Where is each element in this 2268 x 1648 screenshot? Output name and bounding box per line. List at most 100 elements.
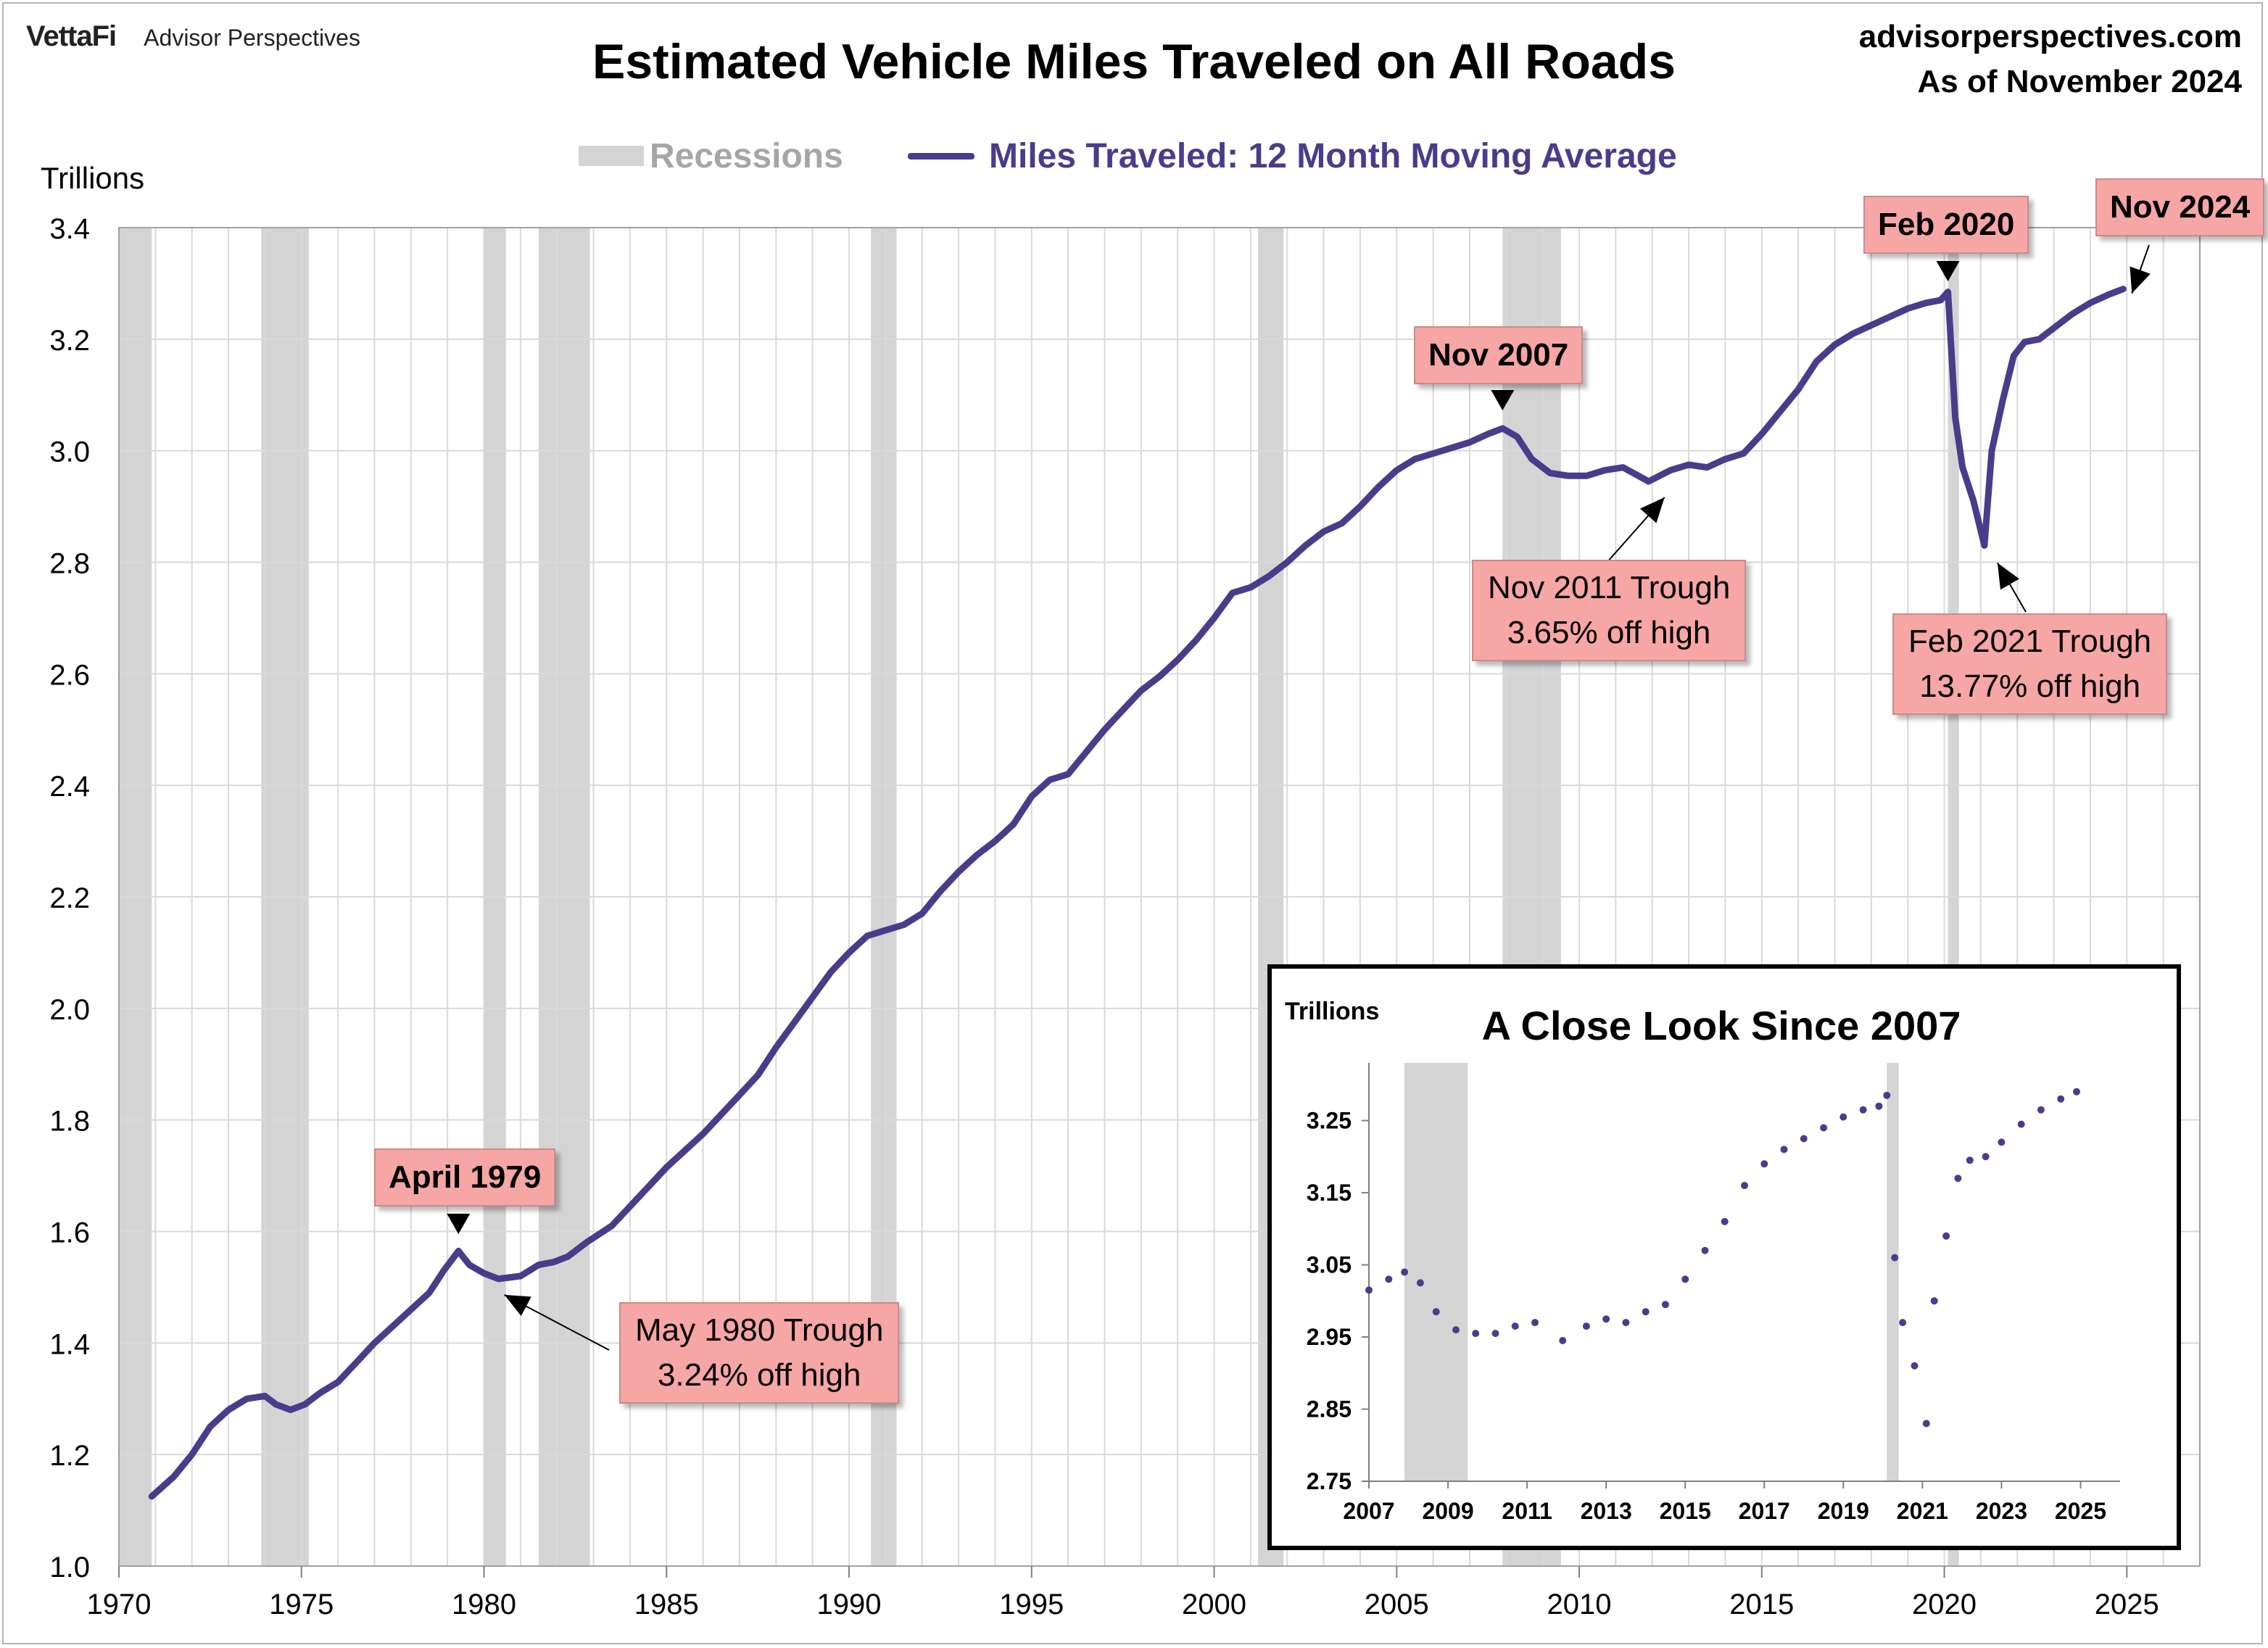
arrow-nov-2007: [1491, 390, 1515, 410]
callout-feb-2021-trough: Feb 2021 Trough 13.77% off high: [1892, 613, 2168, 715]
x-tick-label: 1985: [634, 1589, 699, 1620]
series-line: [148, 286, 2127, 1500]
callout-feb-2021-line1: Feb 2021 Trough: [1908, 624, 2152, 659]
inset-data-point: [1432, 1308, 1440, 1316]
inset-x-tick-label: 2021: [1897, 1498, 1948, 1524]
inset-x-tick-label: 2023: [1976, 1498, 2027, 1524]
y-tick-label: 1.0: [49, 1552, 90, 1583]
legend-series-swatch: [908, 153, 974, 160]
callout-nov-2011-line2: 3.65% off high: [1507, 615, 1711, 650]
inset-x-tick-label: 2019: [1818, 1498, 1869, 1524]
inset-data-point: [1760, 1160, 1768, 1168]
callout-feb-2021-line2: 13.77% off high: [1919, 668, 2141, 704]
inset-x-tick-label: 2013: [1581, 1498, 1632, 1524]
arrow-feb-2021: [1997, 562, 2027, 613]
y-tick-label: 2.8: [49, 548, 90, 580]
inset-x-tick-label: 2017: [1739, 1498, 1790, 1524]
brand-name: Advisor Perspectives: [144, 25, 360, 51]
inset-data-point: [1800, 1135, 1808, 1143]
inset-data-point: [1661, 1301, 1669, 1309]
plot-area-border: [118, 227, 2201, 1567]
inset-data-point: [1721, 1217, 1729, 1225]
inset-y-axis-label: Trillions: [1285, 998, 1380, 1025]
y-tick-label: 2.0: [49, 994, 90, 1026]
as-of-date: As of November 2024: [1917, 64, 2242, 99]
inset-data-point: [1899, 1319, 1907, 1327]
inset-data-point: [1622, 1319, 1630, 1327]
inset-data-point: [1911, 1362, 1919, 1370]
brand-mark: VettaFi: [26, 20, 117, 52]
inset-x-tick-label: 2007: [1343, 1498, 1394, 1524]
inset-data-point: [1982, 1153, 1990, 1161]
inset-y-tick-label: 3.15: [1307, 1180, 1352, 1206]
y-tick-label: 1.8: [49, 1106, 90, 1138]
x-tick-label: 2010: [1547, 1589, 1612, 1620]
inset-data-point: [1780, 1146, 1788, 1154]
x-tick-label: 2025: [2095, 1589, 2159, 1620]
y-tick-label: 2.2: [49, 882, 90, 914]
inset-data-point: [1954, 1175, 1962, 1183]
inset-data-point: [1401, 1268, 1409, 1276]
inset-x-tick-label: 2015: [1660, 1498, 1711, 1524]
callout-april-1979: April 1979: [374, 1148, 556, 1206]
inset-y-tick-label: 2.85: [1307, 1396, 1352, 1423]
inset-data-point: [1385, 1275, 1393, 1283]
inset-data-point: [1820, 1124, 1828, 1132]
callout-may-1980-line2: 3.24% off high: [657, 1357, 861, 1393]
legend-recession-label: Recessions: [650, 137, 843, 175]
inset-data-point: [1839, 1113, 1847, 1121]
inset-data-point: [1642, 1308, 1650, 1316]
y-tick-label: 2.6: [49, 659, 90, 691]
y-tick-label: 1.4: [49, 1328, 90, 1360]
inset-title: A Close Look Since 2007: [1481, 1003, 1961, 1048]
chart-title: Estimated Vehicle Miles Traveled on All …: [592, 34, 1676, 89]
arrow-feb-2020: [1936, 261, 1960, 281]
inset-data-point: [1942, 1232, 1950, 1240]
inset-data-point: [2017, 1120, 2025, 1128]
y-tick-label: 3.0: [49, 436, 90, 468]
arrow-april-1979: [447, 1214, 471, 1234]
inset-y-tick-label: 2.95: [1307, 1324, 1352, 1350]
inset-data-point: [1559, 1337, 1567, 1344]
callout-may-1980-line1: May 1980 Trough: [635, 1312, 884, 1348]
inset-data-point: [1491, 1330, 1499, 1338]
legend-recession-swatch: [579, 146, 644, 166]
inset-data-point: [1511, 1322, 1519, 1330]
inset-y-tick-label: 3.25: [1307, 1108, 1352, 1134]
inset-y-tick-label: 2.75: [1307, 1468, 1352, 1494]
callout-nov-2011-trough: Nov 2011 Trough 3.65% off high: [1472, 560, 1747, 661]
arrow-may-1980: [504, 1293, 610, 1351]
inset-data-point: [2037, 1106, 2045, 1114]
chart-legend: Recessions Miles Traveled: 12 Month Movi…: [0, 133, 2268, 177]
y-tick-label: 1.2: [49, 1440, 90, 1472]
inset-x-tick-label: 2009: [1422, 1498, 1473, 1524]
inset-recession-band-1: [1887, 1063, 1899, 1481]
x-tick-label: 1970: [87, 1589, 152, 1620]
x-tick-label: 2015: [1729, 1589, 1794, 1620]
y-axis-label: Trillions: [41, 161, 145, 195]
inset-data-point: [1681, 1275, 1689, 1283]
inset-data-point: [1859, 1106, 1867, 1114]
inset-data-point: [1883, 1091, 1891, 1099]
inset-x-tick-label: 2011: [1502, 1498, 1552, 1524]
source-site: advisorperspectives.com: [1858, 19, 2242, 54]
callout-nov-2011-line1: Nov 2011 Trough: [1488, 570, 1731, 605]
inset-data-point: [1966, 1156, 1974, 1164]
inset-data-point: [1531, 1319, 1539, 1327]
y-tick-label: 3.4: [49, 213, 90, 245]
inset-data-point: [1416, 1279, 1424, 1287]
inset-y-tick-label: 3.05: [1307, 1252, 1352, 1278]
source-block: advisorperspectives.com As of November 2…: [1859, 15, 2242, 104]
inset-data-point: [1452, 1326, 1460, 1334]
legend-series-label: Miles Traveled: 12 Month Moving Average: [989, 137, 1677, 175]
y-tick-label: 3.2: [49, 325, 90, 357]
inset-data-point: [1741, 1182, 1748, 1190]
inset-data-point: [1998, 1138, 2006, 1146]
y-tick-label: 2.4: [49, 771, 90, 803]
callout-nov-2007: Nov 2007: [1414, 326, 1584, 384]
x-tick-label: 2000: [1182, 1589, 1246, 1620]
x-tick-label: 2005: [1365, 1589, 1429, 1620]
inset-data-point: [1365, 1286, 1373, 1294]
inset-chart: Trillions A Close Look Since 2007 2.75 2.…: [1267, 964, 2181, 1550]
